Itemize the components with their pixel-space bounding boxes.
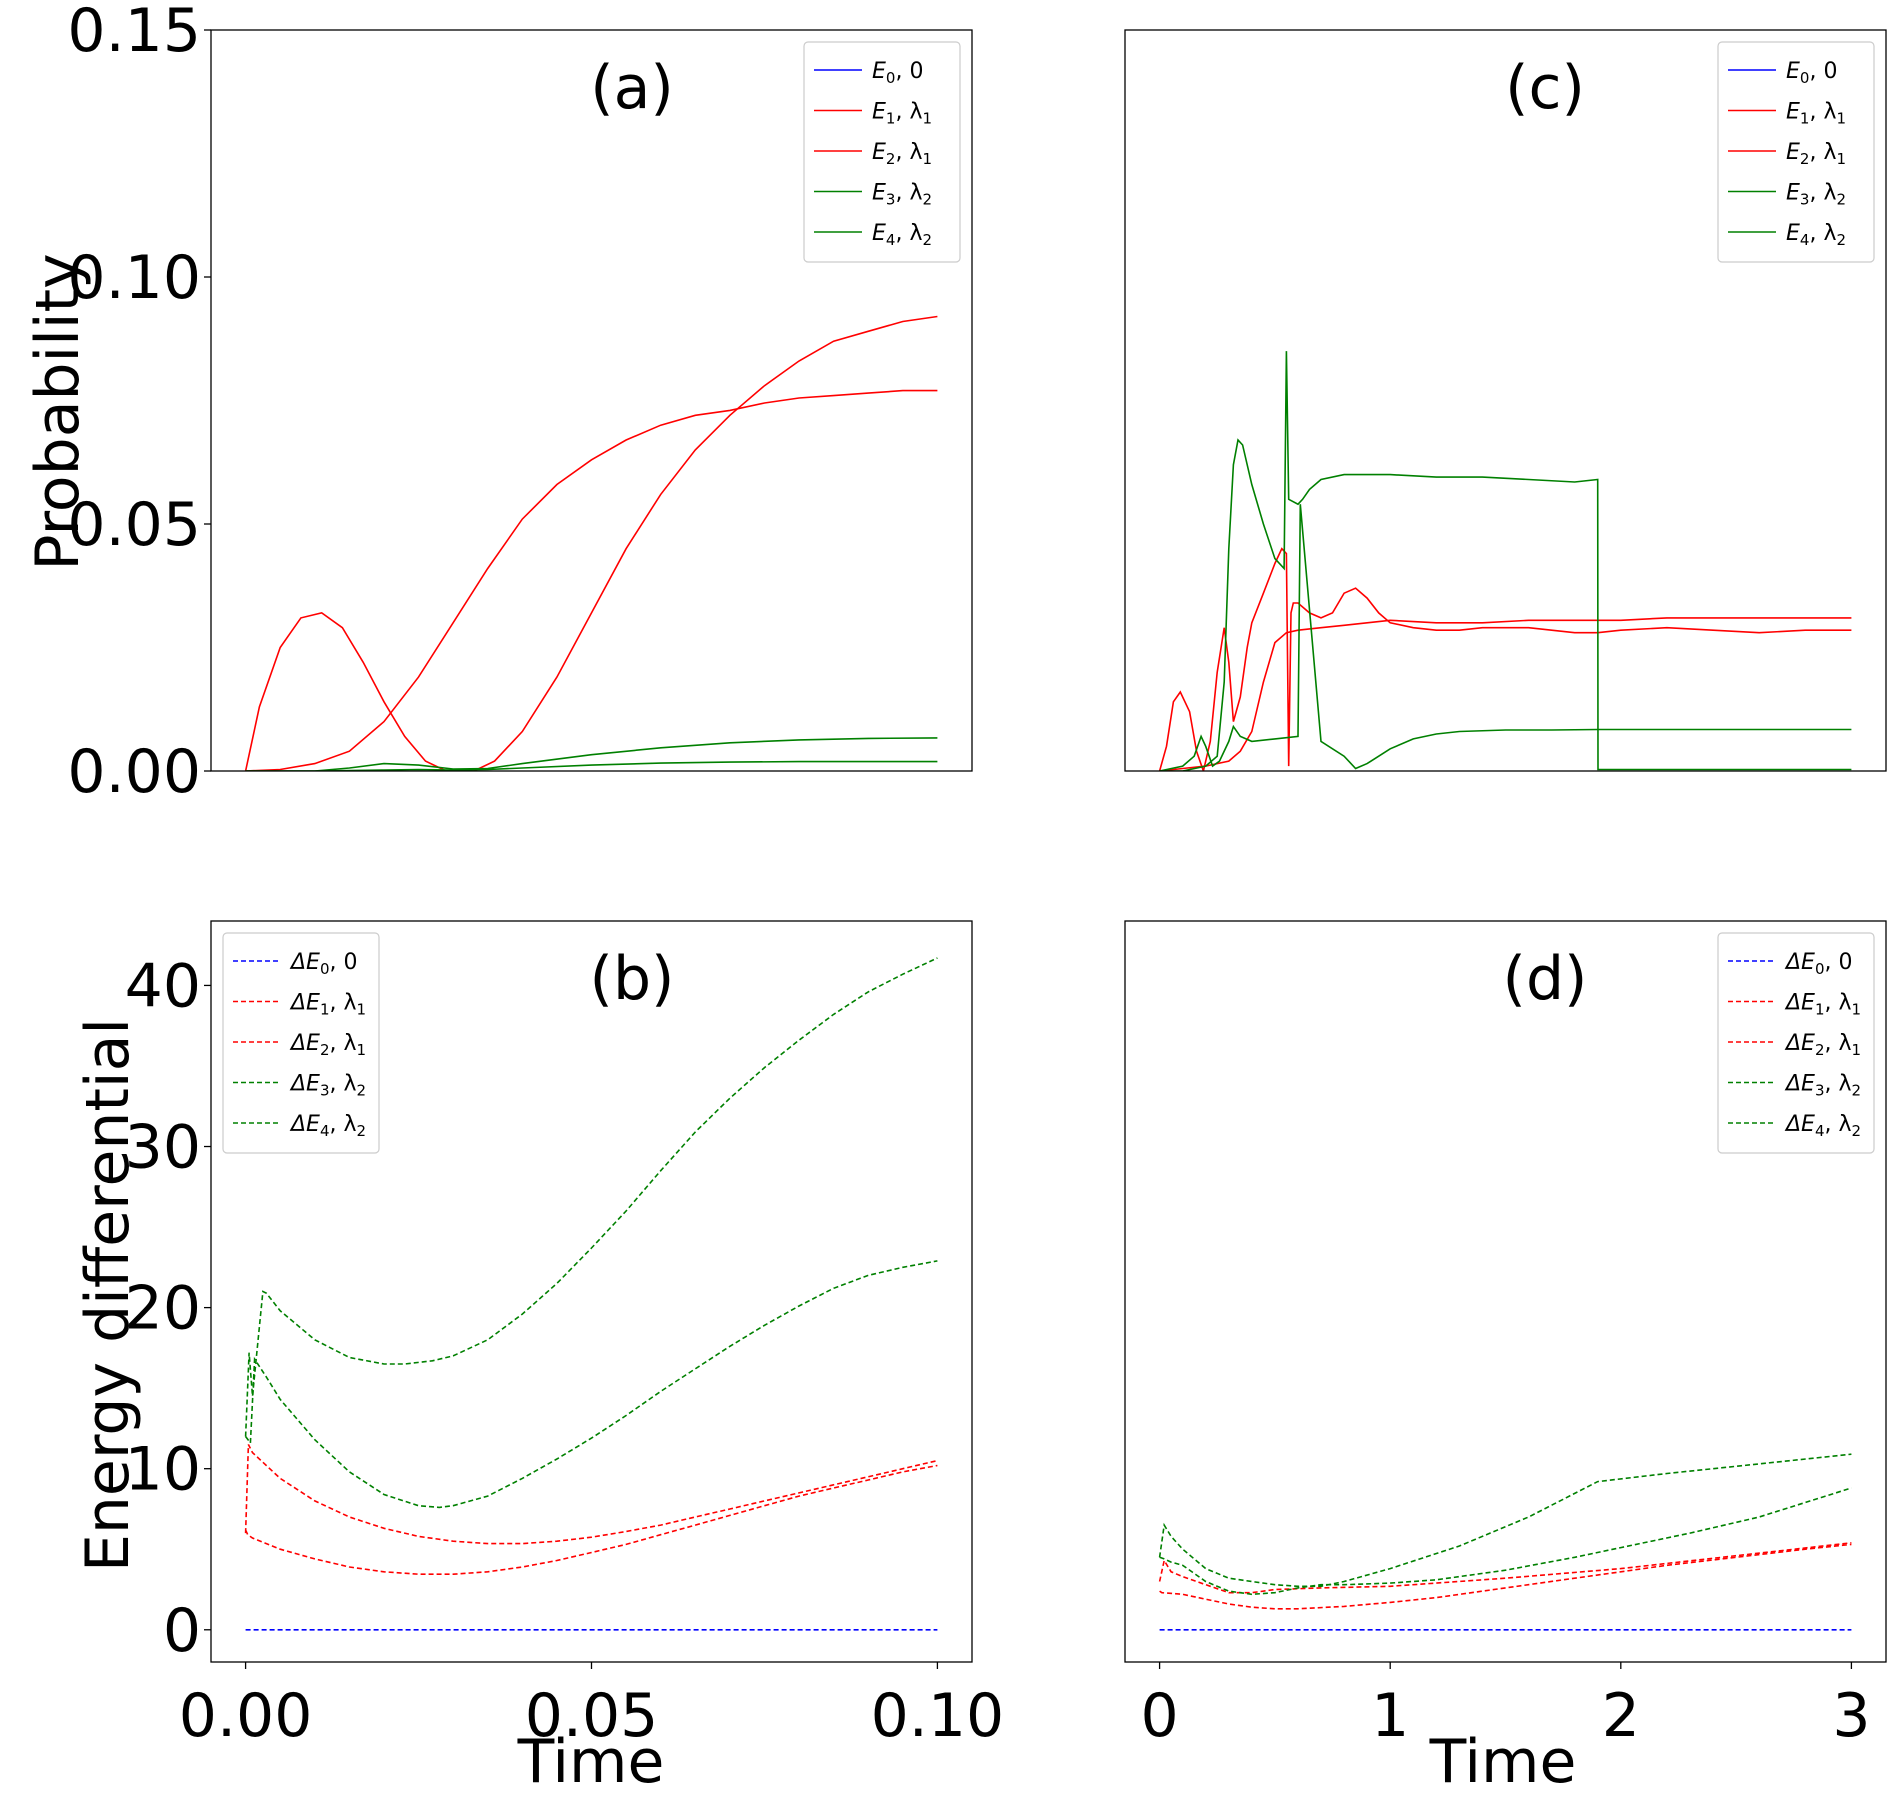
series-line-b-1 bbox=[244, 1464, 938, 1575]
ytick-label-b-4: 40 bbox=[125, 951, 201, 1021]
ylabel-energy-differential: Energy differential bbox=[73, 1018, 143, 1572]
series-line-c-4 bbox=[1159, 504, 1852, 771]
xlabel-time-left: Time bbox=[517, 1727, 665, 1797]
legend-label-a-3: E3, λ2 bbox=[872, 181, 932, 209]
legend-label-d-0: ΔE0, 0 bbox=[1784, 950, 1852, 978]
xtick-label-d-1: 1 bbox=[1371, 1681, 1409, 1751]
legend-label-d-4: ΔE4, λ2 bbox=[1784, 1112, 1861, 1140]
legend-c: E0, 0 E1, λ1 E2, λ1 E3, λ2 E4, λ2 bbox=[1717, 41, 1875, 263]
legend-box-c bbox=[1717, 41, 1875, 263]
xtick-label-b-1: 0.05 bbox=[525, 1681, 659, 1751]
series-line-d-3 bbox=[1159, 1487, 1852, 1596]
legend-label-c-3: E3, λ2 bbox=[1786, 181, 1846, 209]
ytick-label-b-3: 30 bbox=[125, 1113, 201, 1183]
panel-label-c: (c) bbox=[1505, 53, 1585, 123]
panel-label-a: (a) bbox=[590, 53, 674, 123]
legend-label-d-1: ΔE1, λ1 bbox=[1784, 991, 1861, 1019]
series-line-c-3 bbox=[1159, 351, 1852, 771]
series-line-d-2 bbox=[1158, 1542, 1852, 1594]
xtick-label-b-0: 0.00 bbox=[179, 1681, 313, 1751]
series-line-b-4 bbox=[244, 957, 938, 1437]
ytick-label-b-2: 20 bbox=[125, 1274, 201, 1344]
xtick-label-b-2: 0.10 bbox=[871, 1681, 1005, 1751]
legend-box-b bbox=[222, 932, 380, 1154]
series-line-a-1 bbox=[244, 315, 938, 771]
ytick-label-b-1: 10 bbox=[125, 1435, 201, 1505]
legend-label-b-4: ΔE4, λ2 bbox=[289, 1112, 366, 1140]
ytick-label-a-0: 0.00 bbox=[67, 737, 201, 807]
ytick-label-a-1: 0.05 bbox=[67, 490, 201, 560]
xtick-label-d-0: 0 bbox=[1140, 1681, 1178, 1751]
series-line-a-3 bbox=[245, 737, 938, 771]
legend-label-b-1: ΔE1, λ1 bbox=[289, 991, 366, 1019]
series-line-a-2 bbox=[245, 389, 938, 771]
legend-box-a bbox=[803, 41, 961, 263]
series-line-b-3 bbox=[244, 1260, 938, 1509]
panel-label-b: (b) bbox=[590, 944, 675, 1014]
legend-label-b-0: ΔE0, 0 bbox=[289, 950, 357, 978]
legend-a: E0, 0 E1, λ1 E2, λ1 E3, λ2 E4, λ2 bbox=[803, 41, 961, 263]
xlabel-time-right: Time bbox=[1429, 1727, 1577, 1797]
legend-label-a-0: E0, 0 bbox=[872, 59, 923, 87]
legend-label-d-2: ΔE2, λ1 bbox=[1784, 1031, 1861, 1059]
ylabel-probability: Probability bbox=[23, 253, 93, 570]
legend-label-b-3: ΔE3, λ2 bbox=[289, 1072, 366, 1100]
legend-label-a-4: E4, λ2 bbox=[872, 221, 932, 249]
panel-c: (c) E0, 0 E1, λ1 E2, λ1 E3, λ2 E4, λ2 bbox=[1124, 29, 1887, 772]
axes-frame-d bbox=[1124, 920, 1887, 1663]
series-line-c-1 bbox=[1158, 547, 1852, 771]
legend-b: ΔE0, 0 ΔE1, λ1 ΔE2, λ1 ΔE3, λ2 ΔE4, λ2 bbox=[222, 932, 380, 1154]
legend-label-d-3: ΔE3, λ2 bbox=[1784, 1072, 1861, 1100]
xtick-label-d-3: 3 bbox=[1832, 1681, 1870, 1751]
legend-label-b-2: ΔE2, λ1 bbox=[289, 1031, 366, 1059]
series-line-d-1 bbox=[1159, 1543, 1852, 1610]
ytick-label-a-3: 0.15 bbox=[67, 0, 201, 66]
legend-label-c-2: E2, λ1 bbox=[1786, 140, 1846, 168]
series-line-c-2 bbox=[1159, 617, 1852, 771]
legend-d: ΔE0, 0 ΔE1, λ1 ΔE2, λ1 ΔE3, λ2 ΔE4, λ2 bbox=[1717, 932, 1875, 1154]
axes-frame-c bbox=[1124, 29, 1887, 772]
ytick-label-a-2: 0.10 bbox=[67, 243, 201, 313]
legend-label-c-1: E1, λ1 bbox=[1786, 100, 1846, 128]
panel-a: 0.00 0.05 0.10 0.15 (a) E0, 0 E1, λ1 E2, λ1 E3, … bbox=[67, 0, 973, 807]
series-line-b-2 bbox=[244, 1444, 938, 1545]
legend-box-d bbox=[1717, 932, 1875, 1154]
ytick-label-b-0: 0 bbox=[163, 1596, 201, 1666]
panel-b: 0 10 20 30 40 0.00 0.05 0.10 (b) ΔE0, 0 ΔE1, λ1 ΔE2… bbox=[125, 920, 1005, 1751]
panel-d: 0 1 2 3 (d) ΔE0, 0 ΔE1, λ1 ΔE2, λ1 ΔE3, λ2 ΔE4, λ… bbox=[1124, 920, 1887, 1751]
xtick-label-d-2: 2 bbox=[1602, 1681, 1640, 1751]
axes-frame-a bbox=[210, 29, 973, 772]
legend-label-c-4: E4, λ2 bbox=[1786, 221, 1846, 249]
legend-label-a-1: E1, λ1 bbox=[872, 100, 932, 128]
legend-label-c-0: E0, 0 bbox=[1786, 59, 1837, 87]
series-line-d-4 bbox=[1158, 1453, 1852, 1588]
legend-label-a-2: E2, λ1 bbox=[872, 140, 932, 168]
panel-label-d: (d) bbox=[1503, 944, 1588, 1014]
series-line-a-4 bbox=[245, 760, 938, 771]
